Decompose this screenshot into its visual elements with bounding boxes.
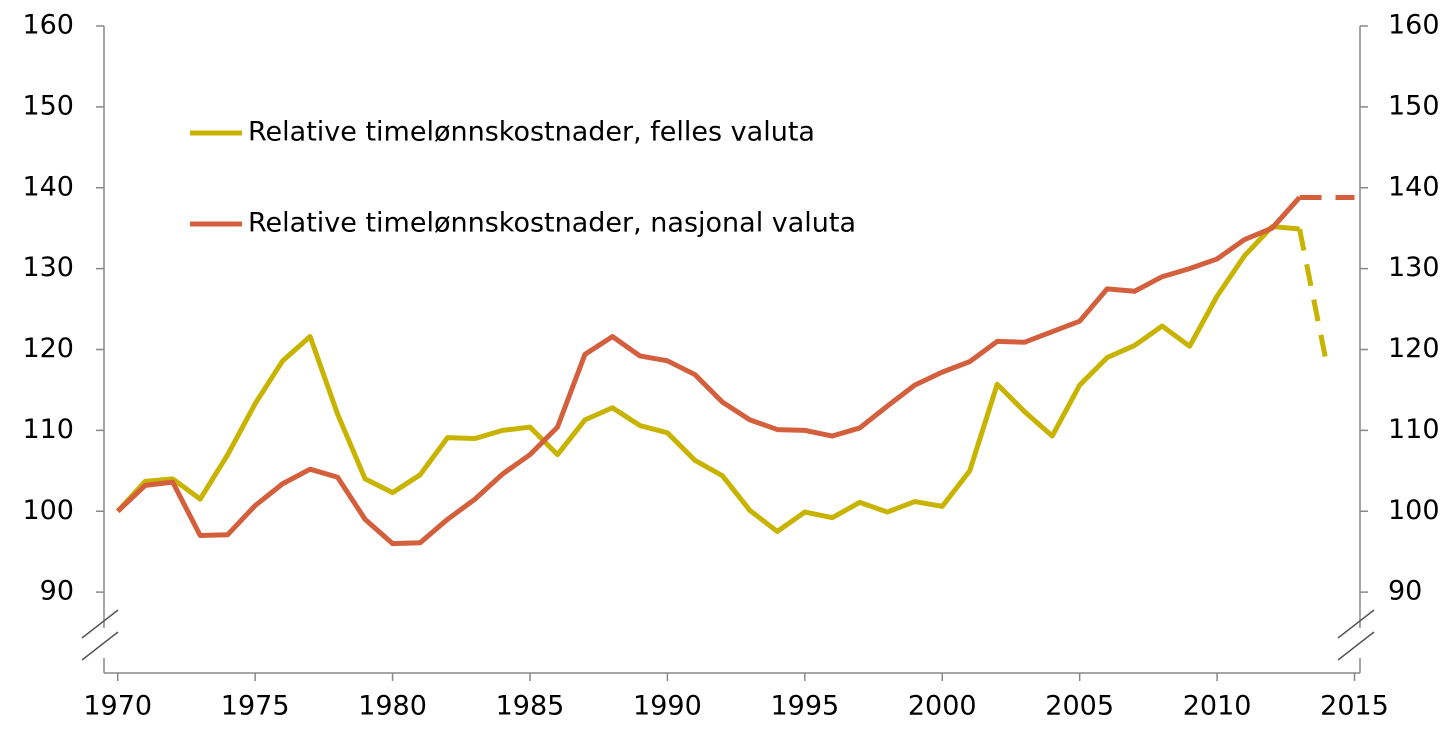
x-tick-label: 1970 — [83, 691, 152, 722]
x-tick-label: 1985 — [496, 691, 565, 722]
axis-break — [1337, 631, 1375, 661]
x-tick-label: 1990 — [633, 691, 702, 722]
y-tick-label: 140 — [22, 171, 74, 202]
x-tick-label: 2005 — [1045, 691, 1114, 722]
axis-break — [81, 609, 119, 639]
x-tick-label: 1995 — [770, 691, 839, 722]
axis-break — [81, 631, 119, 661]
y-tick-label: 160 — [22, 10, 74, 41]
series-line-dashed — [1297, 228, 1330, 367]
x-tick-label: 2000 — [908, 691, 977, 722]
y-tick-label: 100 — [22, 495, 74, 526]
x-tick-label: 2015 — [1320, 691, 1389, 722]
y-tick-label: 150 — [22, 90, 74, 121]
y2-tick-label: 150 — [1388, 90, 1440, 121]
y-tick-label: 130 — [22, 252, 74, 283]
y2-tick-label: 110 — [1388, 414, 1440, 445]
y2-tick-label: 100 — [1388, 495, 1440, 526]
y-tick-label: 90 — [40, 576, 74, 607]
x-tick-label: 2010 — [1183, 691, 1252, 722]
series-line — [115, 224, 1300, 534]
x-tick-label: 1975 — [221, 691, 290, 722]
y2-tick-label: 140 — [1388, 171, 1440, 202]
legend-label: Relative timelønnskostnader, nasjonal va… — [248, 208, 856, 239]
y-tick-label: 120 — [22, 333, 74, 364]
x-tick-label: 1980 — [358, 691, 427, 722]
legend-label: Relative timelønnskostnader, felles valu… — [248, 117, 815, 148]
y2-tick-label: 90 — [1388, 576, 1422, 607]
y2-tick-label: 160 — [1388, 10, 1440, 41]
y2-tick-label: 130 — [1388, 252, 1440, 283]
y2-tick-label: 120 — [1388, 333, 1440, 364]
y-tick-label: 110 — [22, 414, 74, 445]
series-line — [116, 195, 1302, 547]
axis-break — [1337, 609, 1375, 639]
